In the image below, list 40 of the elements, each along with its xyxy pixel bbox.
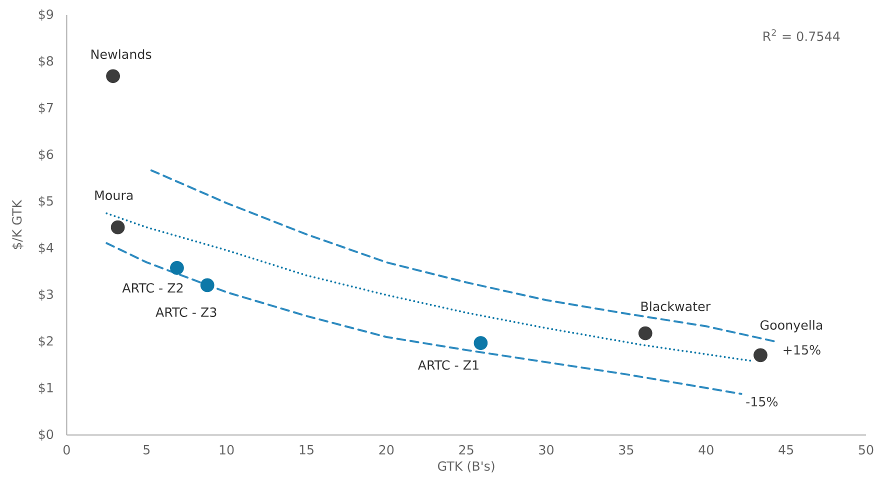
- annotation: ARTC - Z3: [156, 307, 216, 317]
- point: [200, 278, 214, 292]
- y-tick-label: $5: [38, 196, 53, 208]
- point: [638, 326, 652, 340]
- x-tick-label: 25: [459, 445, 474, 455]
- series-label: -15%: [746, 396, 778, 406]
- point: [170, 260, 184, 275]
- y-tick-label: $7: [38, 102, 53, 114]
- x-tick-label: 40: [698, 445, 714, 455]
- annotation: ARTC - Z1: [418, 360, 478, 370]
- y-tick-label: $8: [38, 56, 54, 68]
- x-tick-label: 10: [220, 445, 234, 455]
- annotation: Newlands: [91, 49, 152, 60]
- y-axis-title: $/K GTK: [12, 200, 24, 249]
- point: [474, 336, 488, 350]
- point: [754, 348, 768, 362]
- annotation: Blackwater: [641, 301, 711, 312]
- x-axis-title: GTK (B's): [438, 461, 494, 472]
- y-tick-label: $9: [38, 9, 54, 21]
- x-tick-label: 35: [619, 445, 634, 455]
- annotation: ARTC - Z2: [122, 283, 183, 293]
- annotation: R$^{2}$ = 0.7544: [764, 29, 840, 42]
- y-tick-label: $4: [38, 242, 54, 254]
- point: [106, 69, 120, 84]
- point: [110, 220, 125, 234]
- x-tick-label: 20: [379, 445, 394, 455]
- x-tick-label: 0: [63, 445, 70, 455]
- x-tick-label: 15: [300, 445, 314, 454]
- y-tick-label: $1: [38, 382, 53, 394]
- annotation: Goonyella: [760, 320, 822, 332]
- x-tick-label: 30: [539, 445, 554, 455]
- y-tick-label: $2: [38, 336, 53, 348]
- x-tick-label: 45: [778, 445, 794, 454]
- x-tick-label: 5: [144, 445, 150, 454]
- y-tick-label: $0: [38, 429, 54, 441]
- annotation: Moura: [95, 190, 133, 200]
- y-tick-label: $6: [38, 149, 54, 161]
- series-label: +15%: [784, 345, 820, 355]
- x-tick-label: 50: [858, 445, 874, 455]
- y-tick-label: $3: [38, 289, 53, 301]
